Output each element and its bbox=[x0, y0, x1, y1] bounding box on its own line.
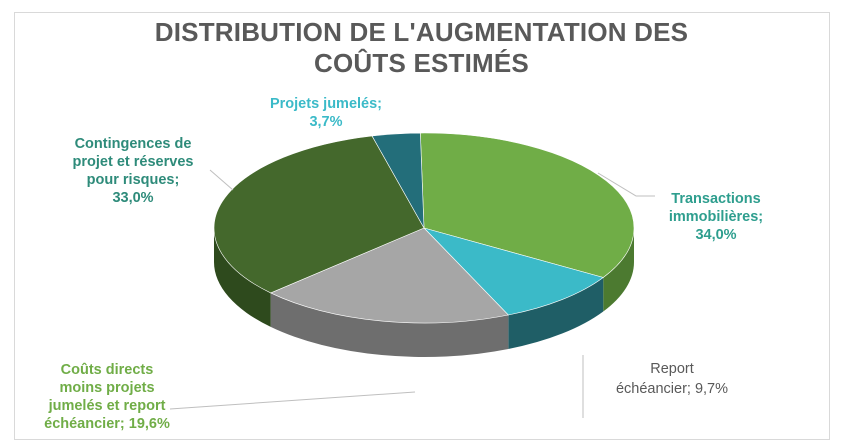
pie-slice-4 bbox=[371, 132, 425, 229]
pie-sides bbox=[214, 228, 634, 358]
data-labels: Transactions immobilières; 34,0% Report éché… bbox=[44, 96, 763, 432]
data-label-1-line-0: Report bbox=[650, 361, 694, 377]
data-label-4-line-0: Projets jumelés; bbox=[270, 96, 382, 112]
pie-side-0-0 bbox=[603, 228, 634, 312]
data-label-2-line-0: Coûts directs bbox=[61, 362, 154, 378]
pie-side-2-0 bbox=[270, 292, 509, 358]
pie-slice-2 bbox=[269, 227, 509, 324]
pie-side-3-0 bbox=[214, 228, 271, 327]
leader-line-2 bbox=[169, 391, 416, 410]
chart-title-line-1: DISTRIBUTION DE L'AUGMENTATION DES bbox=[154, 17, 689, 47]
data-label-0-line-1: immobilières; bbox=[669, 209, 763, 225]
data-label-3-line-0: Contingences de bbox=[75, 136, 192, 152]
data-label-4: Projets jumelés; 3,7% bbox=[270, 96, 382, 130]
data-label-1-line-1: échéancier; 9,7% bbox=[616, 381, 728, 397]
data-label-0-line-0: Transactions bbox=[671, 191, 760, 207]
data-label-0-line-2: 34,0% bbox=[695, 227, 736, 243]
pie-tops bbox=[213, 132, 635, 324]
data-label-3: Contingences de projet et réserves pour ri… bbox=[73, 136, 194, 206]
pie-slice-1 bbox=[423, 227, 604, 316]
chart-title-line-2: COÛTS ESTIMÉS bbox=[314, 48, 529, 78]
data-label-2-line-2: jumelés et report bbox=[48, 398, 166, 414]
data-label-2-line-1: moins projets bbox=[59, 380, 154, 396]
data-label-4-line-1: 3,7% bbox=[309, 114, 342, 130]
data-label-0: Transactions immobilières; 34,0% bbox=[669, 191, 763, 243]
data-label-2-line-3: échéancier; 19,6% bbox=[44, 416, 170, 432]
pie-side-1-0 bbox=[508, 277, 604, 350]
data-label-3-line-3: 33,0% bbox=[112, 190, 153, 206]
data-label-2: Coûts directs moins projets jumelés et rep… bbox=[44, 362, 170, 432]
pie-slice-0 bbox=[420, 132, 635, 278]
pie-slice-3 bbox=[213, 135, 425, 294]
leader-line-0 bbox=[597, 172, 655, 197]
leader-line-3 bbox=[209, 169, 234, 191]
chart-title: DISTRIBUTION DE L'AUGMENTATION DES COÛTS… bbox=[0, 17, 843, 79]
data-label-3-line-2: pour risques; bbox=[87, 172, 180, 188]
data-label-3-line-1: projet et réserves bbox=[73, 154, 194, 170]
data-label-1: Report échéancier; 9,7% bbox=[616, 361, 728, 397]
